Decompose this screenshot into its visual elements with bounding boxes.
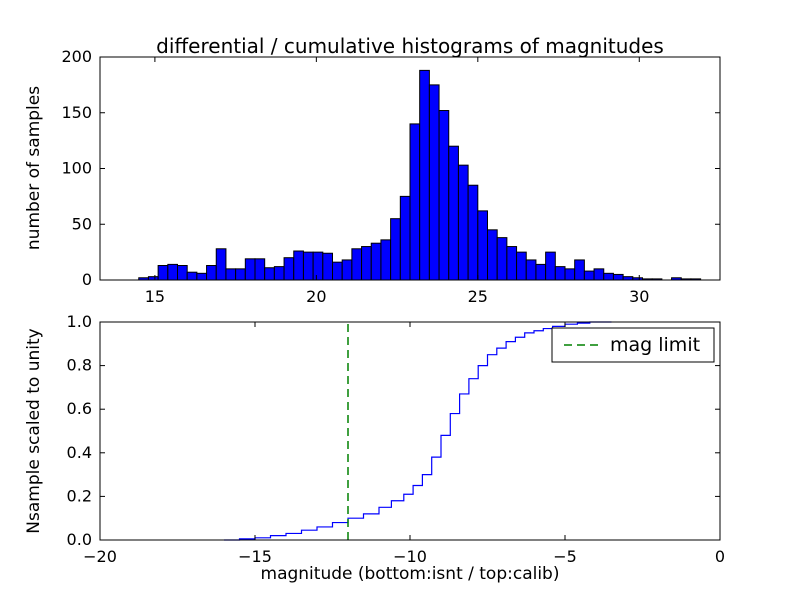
- svg-text:0.0: 0.0: [67, 530, 92, 549]
- svg-text:0.6: 0.6: [67, 399, 92, 418]
- cumulative-line: [224, 321, 612, 541]
- svg-text:−5: −5: [553, 547, 577, 566]
- svg-text:150: 150: [61, 103, 92, 122]
- svg-text:30: 30: [629, 287, 649, 306]
- top-y-axis-label: number of samples: [24, 85, 44, 251]
- svg-text:0.2: 0.2: [67, 486, 92, 505]
- svg-text:1.0: 1.0: [67, 312, 92, 331]
- svg-text:200: 200: [61, 47, 92, 66]
- chart-title: differential / cumulative histograms of …: [156, 34, 664, 58]
- svg-text:15: 15: [145, 287, 165, 306]
- svg-text:25: 25: [468, 287, 488, 306]
- legend: mag limit: [551, 327, 715, 363]
- svg-text:0: 0: [715, 547, 725, 566]
- svg-text:20: 20: [306, 287, 326, 306]
- svg-text:0.4: 0.4: [67, 443, 92, 462]
- svg-text:−15: −15: [238, 547, 272, 566]
- svg-text:0: 0: [82, 270, 92, 289]
- histogram-bars: [138, 69, 702, 281]
- top-axes: 15 20 25 30 0 50 100 150 200: [61, 47, 721, 306]
- svg-text:100: 100: [61, 159, 92, 178]
- svg-text:−20: −20: [83, 547, 117, 566]
- svg-text:−10: −10: [393, 547, 427, 566]
- svg-text:50: 50: [72, 214, 92, 233]
- bottom-axes: −20 −15 −10 −5 0 0.0 0.2 0.4 0.6 0.8 1.0 mag limit: [67, 312, 726, 566]
- svg-text:0.8: 0.8: [67, 356, 92, 375]
- x-axis-label: magnitude (bottom:isnt / top:calib): [260, 564, 560, 584]
- bottom-y-axis-label: Nsample scaled to unity: [24, 328, 44, 534]
- legend-mag-limit-label: mag limit: [610, 334, 700, 356]
